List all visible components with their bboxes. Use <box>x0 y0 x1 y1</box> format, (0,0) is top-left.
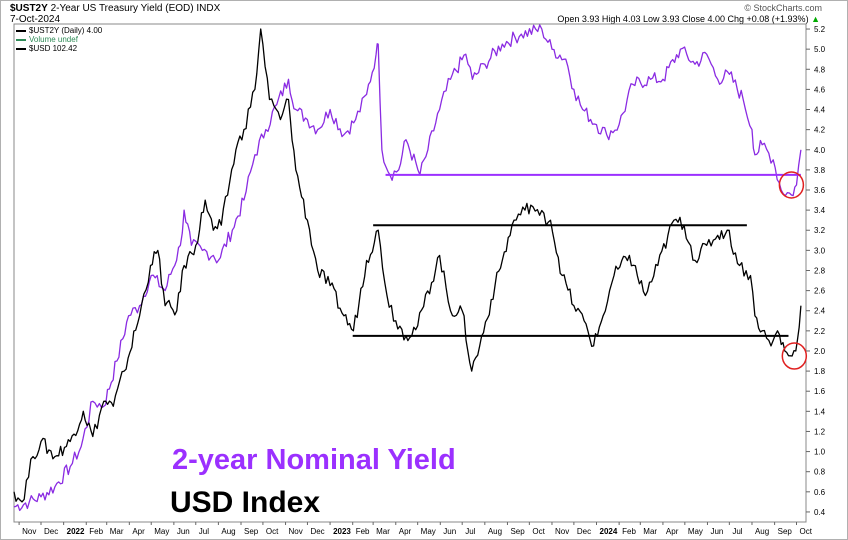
x-tick-label: Sep <box>510 527 525 536</box>
x-tick-label: Apr <box>132 527 145 536</box>
y-tick-label: 3.2 <box>814 226 826 235</box>
x-tick-label: Jun <box>443 527 456 536</box>
legend-item-usd: $USD 102.42 <box>16 44 102 53</box>
symbol-description: 2-Year US Treasury Yield (EOD) <box>50 3 194 14</box>
x-tick-label: Feb <box>356 527 370 536</box>
y-tick-label: 3.0 <box>814 246 826 255</box>
x-tick-label: Aug <box>488 527 502 536</box>
x-tick-label: Jul <box>465 527 475 536</box>
x-tick-label: 2022 <box>67 527 85 536</box>
x-tick-label: 2023 <box>333 527 351 536</box>
x-tick-label: Sep <box>778 527 793 536</box>
y-tick-label: 4.4 <box>814 106 826 115</box>
y-tick-label: 1.6 <box>814 387 826 396</box>
x-tick-label: Jul <box>199 527 209 536</box>
series-line-ust2y <box>13 24 802 512</box>
y-tick-label: 4.2 <box>814 126 826 135</box>
y-tick-label: 2.4 <box>814 307 826 316</box>
x-tick-label: Oct <box>532 527 545 536</box>
x-tick-label: 2024 <box>600 527 618 536</box>
x-tick-label: Oct <box>800 527 813 536</box>
chart-date: 7-Oct-2024 <box>10 14 61 25</box>
x-tick-label: Jun <box>710 527 723 536</box>
x-tick-label: May <box>154 527 169 536</box>
chart-header: $UST2Y 2-Year US Treasury Yield (EOD) IN… <box>10 3 220 25</box>
y-tick-label: 2.2 <box>814 327 826 336</box>
x-tick-label: Feb <box>622 527 636 536</box>
x-tick-label: May <box>421 527 436 536</box>
y-tick-label: 4.6 <box>814 85 826 94</box>
x-tick-label: Sep <box>244 527 259 536</box>
series-line-usd <box>13 28 802 503</box>
y-tick-label: 2.8 <box>814 266 826 275</box>
y-tick-label: 5.0 <box>814 45 826 54</box>
exchange: INDX <box>196 3 221 14</box>
y-tick-label: 4.0 <box>814 146 826 155</box>
x-tick-label: Mar <box>376 527 390 536</box>
brand-watermark: © StockCharts.com <box>744 3 822 13</box>
y-tick-label: 3.8 <box>814 166 826 175</box>
plot-area <box>13 23 807 523</box>
y-tick-label: 1.8 <box>814 367 826 376</box>
y-tick-label: 1.2 <box>814 427 826 436</box>
annotation-circle <box>778 171 805 199</box>
x-tick-label: Aug <box>755 527 769 536</box>
legend-item-ust2y: $UST2Y (Daily) 4.00 <box>16 26 102 35</box>
x-tick-label: Oct <box>266 527 279 536</box>
overlay-title-usd: USD Index <box>170 486 321 519</box>
x-tick-label: Jun <box>177 527 190 536</box>
y-tick-label: 4.8 <box>814 65 826 74</box>
x-tick-label: Nov <box>22 527 36 536</box>
x-tick-label: Aug <box>221 527 235 536</box>
symbol: $UST2Y <box>10 3 48 14</box>
y-tick-label: 1.0 <box>814 448 826 457</box>
x-tick-label: Dec <box>44 527 58 536</box>
y-tick-label: 1.4 <box>814 407 826 416</box>
x-tick-label: Dec <box>577 527 591 536</box>
x-tick-label: Jul <box>732 527 742 536</box>
quote-readout: Open 3.93 High 4.03 Low 3.93 Close 4.00 … <box>557 14 820 24</box>
x-tick-label: Apr <box>399 527 412 536</box>
quote-values: Open 3.93 High 4.03 Low 3.93 Close 4.00 … <box>557 14 809 24</box>
x-tick-label: Apr <box>666 527 679 536</box>
y-tick-label: 3.6 <box>814 186 826 195</box>
x-tick-label: Mar <box>643 527 657 536</box>
x-tick-label: Feb <box>89 527 103 536</box>
y-tick-label: 0.6 <box>814 488 826 497</box>
chart-legend: $UST2Y (Daily) 4.00 Volume undef $USD 10… <box>16 26 102 53</box>
y-tick-label: 0.8 <box>814 468 826 477</box>
y-tick-label: 3.4 <box>814 206 826 215</box>
overlay-title-yield: 2-year Nominal Yield <box>172 444 456 476</box>
y-tick-label: 5.2 <box>814 25 826 34</box>
x-tick-label: Nov <box>555 527 569 536</box>
y-tick-label: 2.6 <box>814 287 826 296</box>
legend-item-volume: Volume undef <box>16 35 102 44</box>
y-tick-label: 2.0 <box>814 347 826 356</box>
x-tick-label: Dec <box>310 527 324 536</box>
x-tick-label: Nov <box>289 527 303 536</box>
y-tick-label: 0.4 <box>814 508 826 517</box>
x-tick-label: May <box>688 527 703 536</box>
x-tick-label: Mar <box>110 527 124 536</box>
up-arrow-icon: ▲ <box>811 14 820 24</box>
annotation-circle <box>781 342 808 370</box>
